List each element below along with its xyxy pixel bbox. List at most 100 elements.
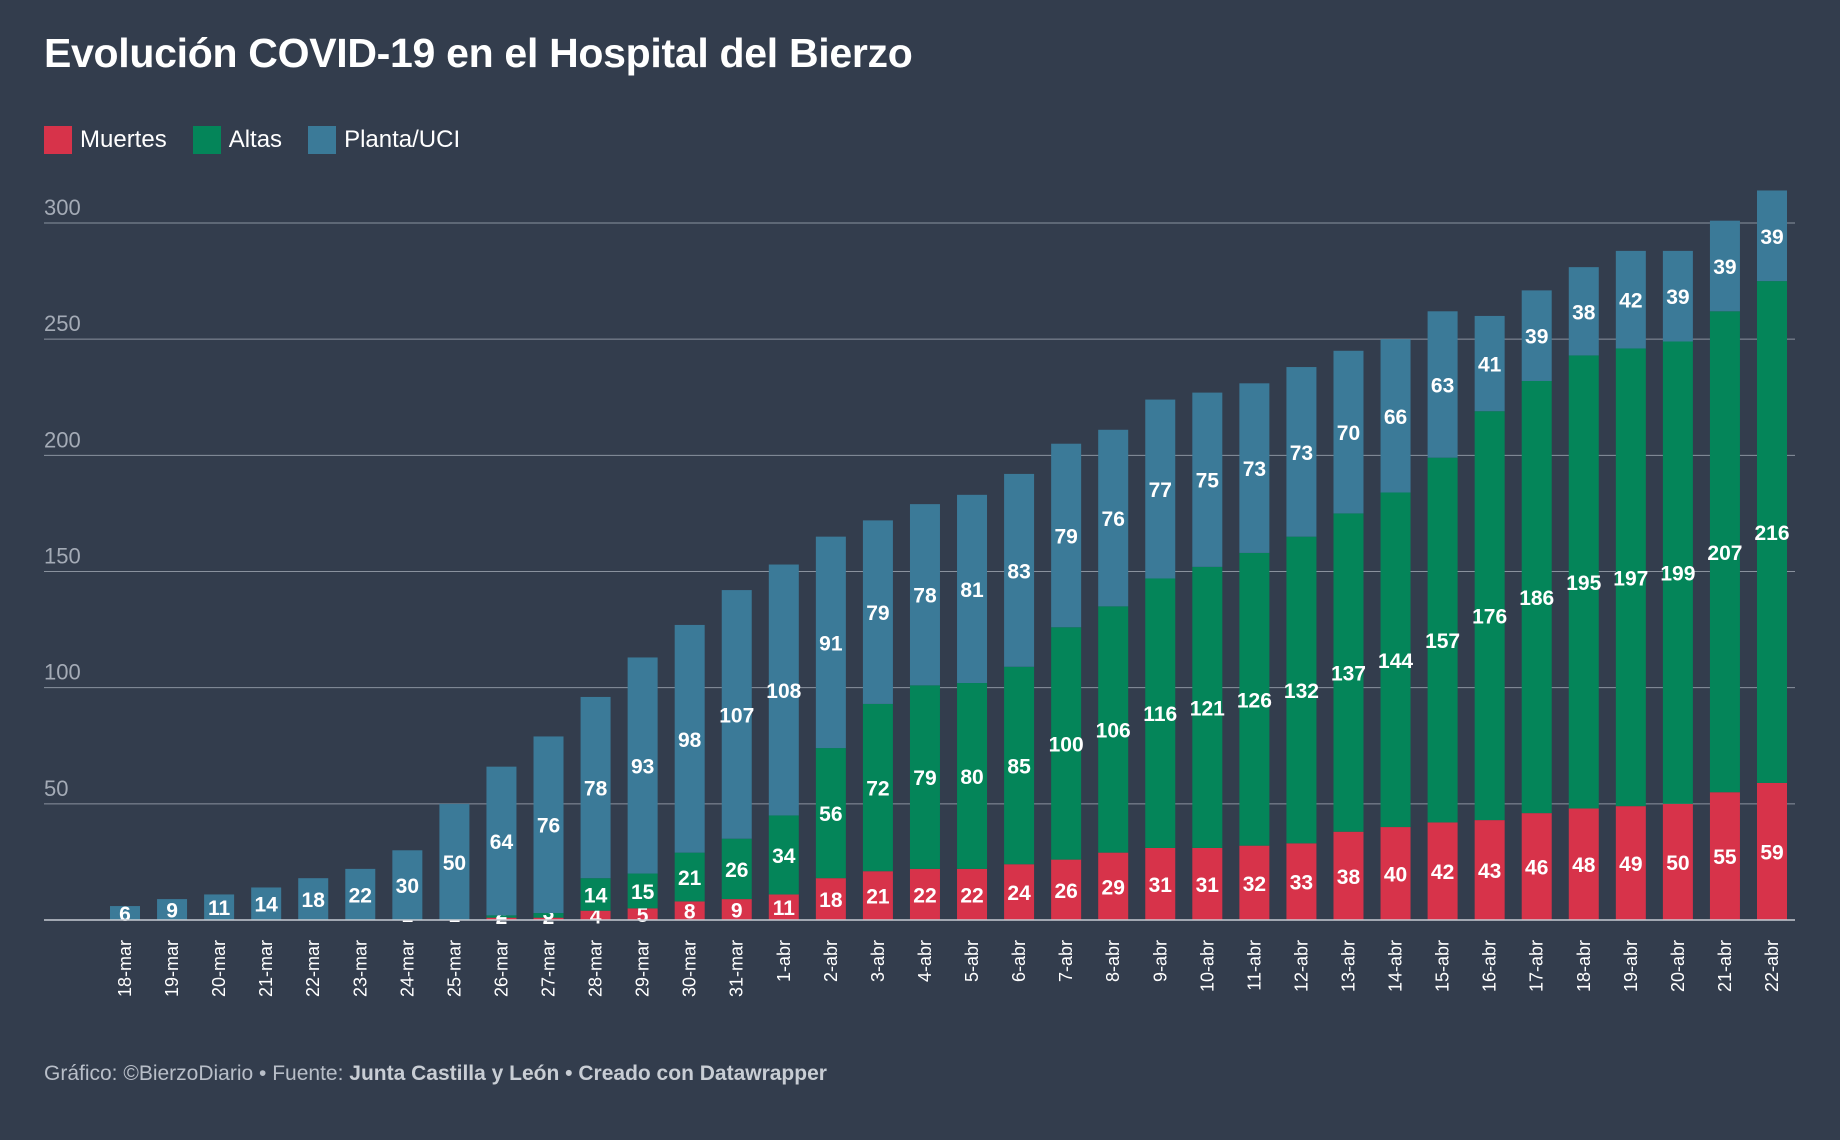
x-tick-label: 21-abr [1715,940,1735,992]
bar-segment-altas [674,852,705,902]
bar-segment-planta-uci [721,590,752,839]
bar-segment-muertes [1662,803,1693,920]
x-tick-label: 16-abr [1480,940,1500,992]
x-tick-label: 24-mar [397,940,417,997]
data-label: 157 [1425,630,1460,653]
data-label: 22 [349,884,372,907]
bar-segment-altas [1662,341,1693,804]
bar-segment-planta-uci [110,906,140,920]
data-label: 137 [1331,663,1366,686]
data-label: 34 [772,845,796,868]
bar-segment-muertes [1004,864,1035,920]
data-label: 195 [1566,572,1601,595]
x-tick-label: 21-mar [256,940,276,997]
data-label: 199 [1660,563,1695,586]
data-label: 26 [1054,880,1077,903]
x-tick-label: 17-abr [1527,940,1547,992]
bar-segment-muertes [957,868,988,920]
x-tick-label: 10-abr [1197,940,1217,992]
bar-segment-planta-uci [1004,473,1035,667]
bar-segment-altas [1098,606,1129,853]
bar-segment-planta-uci [627,657,658,874]
bar-segment-planta-uci [486,766,517,916]
y-tick-label: 50 [44,776,68,801]
x-tick-label: 30-mar [680,940,700,997]
bar-segment-altas [1239,552,1270,846]
bar-segment-muertes [1051,859,1082,920]
bar-segment-planta-uci [157,899,188,920]
x-tick-label: 15-abr [1433,940,1453,992]
x-tick-label: 4-abr [915,940,935,982]
x-tick-label: 1-abr [774,940,794,982]
x-tick-label: 14-abr [1386,940,1406,992]
data-label: 39 [1525,326,1548,349]
data-label: 76 [1102,508,1125,531]
bar-segment-altas [862,703,893,872]
x-tick-label: 28-mar [586,940,606,997]
data-label: 77 [1149,479,1172,502]
data-label: 4 [590,905,602,928]
x-tick-label: 29-mar [633,940,653,997]
data-label: 31 [1149,874,1173,897]
x-tick-label: 13-abr [1338,940,1358,992]
data-label: 50 [443,852,466,875]
data-label: 38 [1572,301,1596,324]
data-label: 216 [1754,522,1789,545]
bar-segment-muertes [1521,813,1552,920]
data-label: 21 [678,867,702,890]
bar-segment-altas [1427,457,1458,823]
x-tick-label: 12-abr [1291,940,1311,992]
bar-segment-muertes [1145,847,1176,920]
data-label: 91 [819,632,843,655]
data-label: 66 [1384,406,1407,429]
bar-segment-planta-uci [1568,267,1599,356]
x-tick-label: 9-abr [1150,940,1170,982]
data-label: 26 [725,859,748,882]
bar-segment-planta-uci [1239,383,1270,553]
data-label: 55 [1713,846,1737,869]
bar-segment-muertes [486,917,517,920]
bar-segment-planta-uci [815,536,846,749]
bar-segment-altas [957,683,988,869]
bar-segment-muertes [862,871,893,920]
data-label: 79 [866,602,889,625]
data-label: 76 [537,815,560,838]
data-label: 64 [490,831,514,854]
x-tick-label: 31-mar [727,940,747,997]
data-label: 83 [1007,560,1030,583]
bar-segment-planta-uci [1427,311,1458,458]
x-tick-label: 18-mar [115,940,135,997]
data-label: 106 [1096,719,1131,742]
bar-segment-planta-uci [1380,339,1411,493]
data-label: 9 [731,900,743,923]
footer-source: Junta Castilla y León [349,1062,560,1085]
data-label: 9 [166,900,178,923]
bar-segment-planta-uci [392,850,423,920]
bar-segment-altas [486,915,517,918]
bar-segment-muertes [1286,843,1317,920]
bar-segment-planta-uci [1145,399,1176,579]
bar-segment-altas [1380,492,1411,828]
x-tick-label: 2-abr [821,940,841,982]
data-label: 56 [819,803,842,826]
data-label: 98 [678,729,702,752]
x-tick-label: 27-mar [539,940,559,997]
y-tick-label: 250 [44,311,81,336]
x-tick-label: 11-abr [1244,940,1264,991]
bar-segment-altas [1757,281,1787,783]
data-label: 14 [254,894,278,917]
data-label: 78 [913,585,937,608]
bar-segment-altas [815,748,846,879]
chart-title: Evolución COVID-19 en el Hospital del Bi… [44,30,913,76]
bar-segment-planta-uci [1662,250,1693,342]
x-tick-label: 23-mar [350,940,370,997]
bar-segment-muertes [909,868,940,920]
x-tick-label: 22-abr [1762,940,1782,992]
x-tick-label: 3-abr [868,940,888,982]
y-tick-label: 100 [44,660,81,685]
data-label: 42 [1431,861,1454,884]
bar-segment-altas [1615,348,1646,807]
bar-segment-planta-uci [1192,392,1223,567]
